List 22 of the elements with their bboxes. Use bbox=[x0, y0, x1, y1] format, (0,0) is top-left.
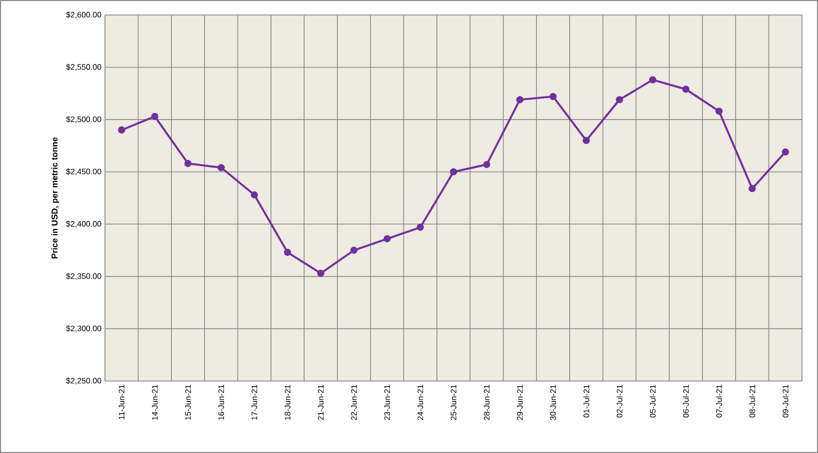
point bbox=[549, 92, 557, 100]
point bbox=[218, 164, 225, 172]
point bbox=[782, 148, 790, 156]
point bbox=[649, 76, 656, 84]
point bbox=[682, 86, 690, 93]
point bbox=[151, 112, 158, 120]
point bbox=[582, 136, 590, 144]
point bbox=[483, 160, 490, 168]
point bbox=[284, 248, 292, 256]
point bbox=[350, 246, 358, 254]
y-axis-title: Price in USD, per metric tonne bbox=[51, 137, 60, 258]
point bbox=[317, 270, 324, 277]
point bbox=[516, 96, 524, 104]
point bbox=[616, 96, 624, 104]
point bbox=[748, 184, 756, 192]
point bbox=[715, 108, 723, 115]
point bbox=[118, 126, 126, 134]
point bbox=[250, 191, 258, 198]
point bbox=[384, 235, 391, 242]
point bbox=[416, 224, 424, 231]
point bbox=[450, 168, 458, 176]
point bbox=[184, 160, 192, 168]
